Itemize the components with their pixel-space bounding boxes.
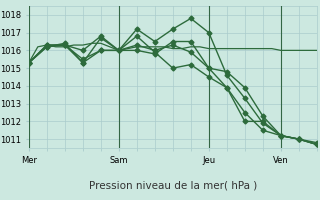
Text: Pression niveau de la mer( hPa ): Pression niveau de la mer( hPa ) <box>89 180 257 190</box>
